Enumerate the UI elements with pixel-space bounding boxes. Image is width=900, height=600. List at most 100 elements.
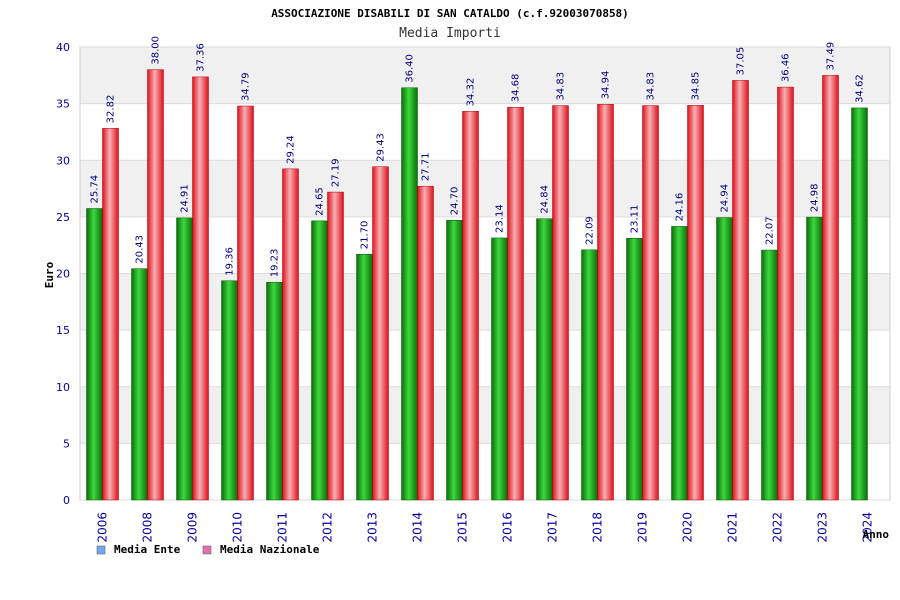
bar-media-ente-2006 <box>86 208 103 501</box>
value-label: 24.70 <box>450 187 461 216</box>
y-tick-label: 40 <box>56 41 70 54</box>
bar-media-nazionale-2010 <box>237 105 254 501</box>
x-tick-label: 2024 <box>861 512 875 543</box>
bar-media-ente-2020 <box>671 226 688 501</box>
y-axis-label: Euro <box>43 261 56 288</box>
value-label: 36.46 <box>781 53 792 82</box>
value-label: 34.83 <box>556 72 567 101</box>
plot-band <box>80 47 890 104</box>
x-tick-label: 2010 <box>231 512 245 543</box>
bar-media-nazionale-2013 <box>372 166 389 501</box>
plot-band <box>80 103 890 161</box>
legend-swatch-media-nazionale <box>202 545 212 555</box>
x-tick-label: 2023 <box>816 512 830 543</box>
bar-media-ente-2009 <box>176 217 193 501</box>
bar-media-nazionale-2021 <box>732 80 749 501</box>
bar-media-ente-2011 <box>266 281 283 501</box>
value-label: 37.05 <box>736 47 747 76</box>
value-label: 21.70 <box>360 221 371 250</box>
plot-band <box>80 216 890 274</box>
bar-media-ente-2013 <box>356 253 373 501</box>
bar-media-ente-2023 <box>806 216 823 501</box>
bar-media-nazionale-2011 <box>282 168 299 501</box>
legend-swatch-media-ente <box>96 545 106 555</box>
x-tick-label: 2022 <box>771 512 785 543</box>
value-label: 24.65 <box>315 187 326 216</box>
value-label: 24.84 <box>540 185 551 214</box>
legend: Media Ente Media Nazionale <box>96 543 320 556</box>
y-tick-label: 15 <box>56 324 70 337</box>
bar-media-ente-2022 <box>761 249 778 501</box>
x-tick-label: 2011 <box>276 512 290 543</box>
y-tick-label: 5 <box>63 437 70 450</box>
bars <box>86 69 868 501</box>
value-label: 32.82 <box>106 95 117 124</box>
x-axis-ticks: 2006 2008 2009 2010 2011 2012 2013 2014 2015 2016… <box>96 512 875 543</box>
bar-media-nazionale-2008 <box>147 69 164 501</box>
x-tick-label: 2019 <box>636 512 650 543</box>
y-tick-label: 30 <box>56 154 70 167</box>
grid-lines <box>80 46 890 501</box>
value-label: 27.71 <box>421 153 432 182</box>
bar-media-ente-2010 <box>221 280 238 501</box>
value-label: 38.00 <box>151 36 162 65</box>
value-label: 29.43 <box>376 133 387 162</box>
chart-title: ASSOCIAZIONE DISABILI DI SAN CATALDO (c.… <box>271 7 629 20</box>
y-tick-label: 25 <box>56 211 70 224</box>
bar-media-nazionale-2006 <box>102 128 119 501</box>
value-label: 20.43 <box>135 235 146 264</box>
value-label: 29.24 <box>286 135 297 164</box>
x-tick-label: 2006 <box>96 512 110 543</box>
value-label: 19.36 <box>225 247 236 276</box>
legend-label-media-nazionale: Media Nazionale <box>220 543 320 556</box>
value-label: 34.94 <box>601 71 612 100</box>
legend-label-media-ente: Media Ente <box>114 543 181 556</box>
value-label: 34.68 <box>511 74 522 103</box>
plot-band <box>80 386 890 444</box>
bar-media-nazionale-2019 <box>642 105 659 501</box>
bar-media-nazionale-2015 <box>462 111 479 501</box>
value-label: 34.85 <box>691 72 702 101</box>
x-tick-label: 2013 <box>366 512 380 543</box>
value-label: 24.94 <box>720 184 731 213</box>
bar-media-nazionale-2022 <box>777 86 794 501</box>
bar-media-ente-2017 <box>536 218 553 501</box>
value-label: 22.07 <box>765 216 776 245</box>
x-tick-label: 2021 <box>726 512 740 543</box>
x-axis-label: Anno <box>863 528 890 541</box>
y-axis-ticks: 0 5 10 15 20 25 30 35 40 <box>56 41 70 507</box>
x-tick-label: 2014 <box>411 512 425 543</box>
value-label: 36.40 <box>405 54 416 83</box>
bar-media-nazionale-2016 <box>507 106 524 501</box>
bar-media-ente-2008 <box>131 268 148 501</box>
y-tick-label: 20 <box>56 268 70 281</box>
value-label: 24.98 <box>810 183 821 212</box>
bar-media-ente-2018 <box>581 249 598 501</box>
bar-media-nazionale-2018 <box>597 104 614 501</box>
value-label: 23.14 <box>495 204 506 233</box>
plot-band <box>80 330 890 387</box>
value-label: 22.09 <box>585 216 596 245</box>
value-label: 27.19 <box>331 158 342 187</box>
bar-media-nazionale-2017 <box>552 105 569 501</box>
bar-media-nazionale-2009 <box>192 76 209 501</box>
x-tick-label: 2017 <box>546 512 560 543</box>
y-tick-label: 0 <box>63 494 70 507</box>
bar-media-ente-2014 <box>401 87 418 501</box>
x-tick-label: 2015 <box>456 512 470 543</box>
y-tick-label: 35 <box>56 98 70 111</box>
value-label: 34.83 <box>646 72 657 101</box>
bar-media-ente-2021 <box>716 217 733 501</box>
x-tick-label: 2009 <box>186 512 200 543</box>
chart-subtitle: Media Importi <box>399 26 501 41</box>
bar-media-nazionale-2014 <box>417 185 434 501</box>
value-label: 24.16 <box>675 193 686 222</box>
bar-media-ente-2015 <box>446 220 463 501</box>
bar-media-nazionale-2012 <box>327 191 344 501</box>
x-tick-label: 2012 <box>321 512 335 543</box>
x-tick-label: 2018 <box>591 512 605 543</box>
plot-band <box>80 443 890 500</box>
value-label: 23.11 <box>630 205 641 234</box>
bar-media-ente-2024 <box>851 107 868 501</box>
